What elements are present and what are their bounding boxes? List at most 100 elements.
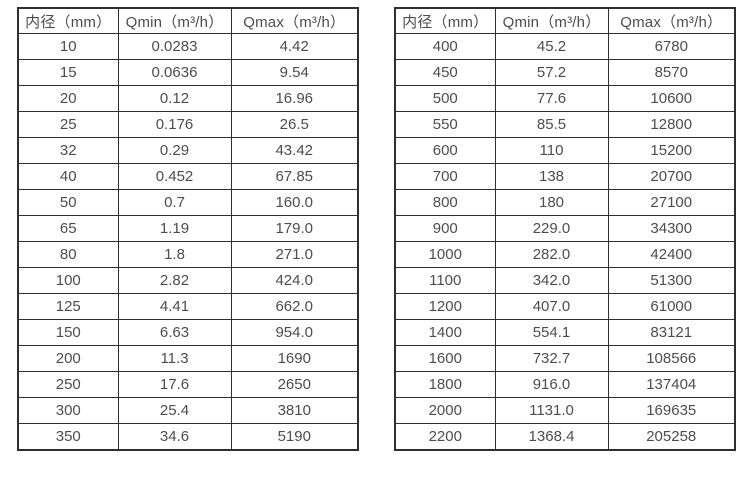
column-header: Qmin（m³/h） — [117, 7, 232, 34]
table-cell: 34.6 — [117, 423, 232, 451]
table-cell: 110 — [494, 137, 609, 164]
table-cell: 250 — [17, 371, 119, 398]
table-cell: 800 — [394, 189, 496, 216]
table-cell: 0.7 — [117, 189, 232, 216]
table-cell: 8570 — [607, 59, 736, 86]
table-cell: 43.42 — [230, 137, 359, 164]
table-cell: 50 — [17, 189, 119, 216]
table-cell: 450 — [394, 59, 496, 86]
table-cell: 600 — [394, 137, 496, 164]
table-cell: 1368.4 — [494, 423, 609, 451]
table-cell: 1.19 — [117, 215, 232, 242]
column-header: Qmax（m³/h） — [230, 7, 359, 34]
table-cell: 61000 — [607, 293, 736, 320]
table-cell: 1.8 — [117, 241, 232, 268]
table-cell: 205258 — [607, 423, 736, 451]
table-cell: 17.6 — [117, 371, 232, 398]
table-cell: 10600 — [607, 85, 736, 112]
table-cell: 229.0 — [494, 215, 609, 242]
table-cell: 45.2 — [494, 33, 609, 60]
table-row: 450 57.2 8570 — [394, 59, 736, 86]
table-cell: 160.0 — [230, 189, 359, 216]
table-row: 50 0.7 160.0 — [17, 189, 359, 216]
table-cell: 2000 — [394, 397, 496, 424]
table-cell: 5190 — [230, 423, 359, 451]
table-cell: 342.0 — [494, 267, 609, 294]
column-header: Qmin（m³/h） — [494, 7, 609, 34]
table-row: 10 0.0283 4.42 — [17, 33, 359, 60]
flow-spec-table-large-diameters: 内径（mm） Qmin（m³/h） Qmax（m³/h） 400 45.2 6780 45… — [394, 7, 736, 451]
table-cell: 1000 — [394, 241, 496, 268]
table-row: 1000 282.0 42400 — [394, 241, 736, 268]
table-header-row: 内径（mm） Qmin（m³/h） Qmax（m³/h） — [17, 7, 359, 34]
table-row: 350 34.6 5190 — [17, 423, 359, 451]
table-cell: 125 — [17, 293, 119, 320]
table-cell: 11.3 — [117, 345, 232, 372]
table-row: 1200 407.0 61000 — [394, 293, 736, 320]
table-row: 1100 342.0 51300 — [394, 267, 736, 294]
table-cell: 15 — [17, 59, 119, 86]
table-row: 20 0.12 16.96 — [17, 85, 359, 112]
table-cell: 424.0 — [230, 267, 359, 294]
table-cell: 200 — [17, 345, 119, 372]
table-cell: 732.7 — [494, 345, 609, 372]
table-cell: 0.176 — [117, 111, 232, 138]
table-row: 1400 554.1 83121 — [394, 319, 736, 346]
table-cell: 25.4 — [117, 397, 232, 424]
table-row: 150 6.63 954.0 — [17, 319, 359, 346]
table-cell: 25 — [17, 111, 119, 138]
table-cell: 0.452 — [117, 163, 232, 190]
table-header-row: 内径（mm） Qmin（m³/h） Qmax（m³/h） — [394, 7, 736, 34]
table-row: 500 77.6 10600 — [394, 85, 736, 112]
table-row: 400 45.2 6780 — [394, 33, 736, 60]
table-row: 900 229.0 34300 — [394, 215, 736, 242]
table-cell: 0.29 — [117, 137, 232, 164]
table-cell: 0.0636 — [117, 59, 232, 86]
table-cell: 6780 — [607, 33, 736, 60]
table-cell: 1600 — [394, 345, 496, 372]
table-cell: 2200 — [394, 423, 496, 451]
table-cell: 12800 — [607, 111, 736, 138]
table-cell: 0.0283 — [117, 33, 232, 60]
table-row: 40 0.452 67.85 — [17, 163, 359, 190]
table-body: 400 45.2 6780 450 57.2 8570 500 77.6 10600 550 85.… — [394, 33, 736, 451]
table-cell: 662.0 — [230, 293, 359, 320]
table-row: 15 0.0636 9.54 — [17, 59, 359, 86]
table-cell: 550 — [394, 111, 496, 138]
table-header-row: 内径（mm） Qmin（m³/h） Qmax（m³/h） — [394, 7, 736, 34]
table-cell: 10 — [17, 33, 119, 60]
table-cell: 1800 — [394, 371, 496, 398]
table-row: 2200 1368.4 205258 — [394, 423, 736, 451]
table-cell: 42400 — [607, 241, 736, 268]
table-cell: 400 — [394, 33, 496, 60]
table-row: 2000 1131.0 169635 — [394, 397, 736, 424]
table-row: 25 0.176 26.5 — [17, 111, 359, 138]
table-cell: 20 — [17, 85, 119, 112]
table-cell: 57.2 — [494, 59, 609, 86]
table-cell: 51300 — [607, 267, 736, 294]
table-row: 200 11.3 1690 — [17, 345, 359, 372]
table-cell: 300 — [17, 397, 119, 424]
table-cell: 80 — [17, 241, 119, 268]
table-cell: 271.0 — [230, 241, 359, 268]
flow-spec-table-small-diameters: 内径（mm） Qmin（m³/h） Qmax（m³/h） 10 0.0283 4.42 1… — [17, 7, 359, 451]
table-row: 100 2.82 424.0 — [17, 267, 359, 294]
table-cell: 108566 — [607, 345, 736, 372]
table-row: 80 1.8 271.0 — [17, 241, 359, 268]
table-row: 300 25.4 3810 — [17, 397, 359, 424]
table-row: 700 138 20700 — [394, 163, 736, 190]
table-cell: 0.12 — [117, 85, 232, 112]
table-cell: 65 — [17, 215, 119, 242]
table-cell: 32 — [17, 137, 119, 164]
table-cell: 900 — [394, 215, 496, 242]
table-cell: 3810 — [230, 397, 359, 424]
table-header-row: 内径（mm） Qmin（m³/h） Qmax（m³/h） — [17, 7, 359, 34]
table-cell: 40 — [17, 163, 119, 190]
column-header: 内径（mm） — [17, 7, 119, 34]
table-cell: 2.82 — [117, 267, 232, 294]
table-body: 10 0.0283 4.42 15 0.0636 9.54 20 0.12 16.96 25 0.1… — [17, 33, 359, 451]
table-cell: 150 — [17, 319, 119, 346]
table-cell: 20700 — [607, 163, 736, 190]
column-header: 内径（mm） — [394, 7, 496, 34]
